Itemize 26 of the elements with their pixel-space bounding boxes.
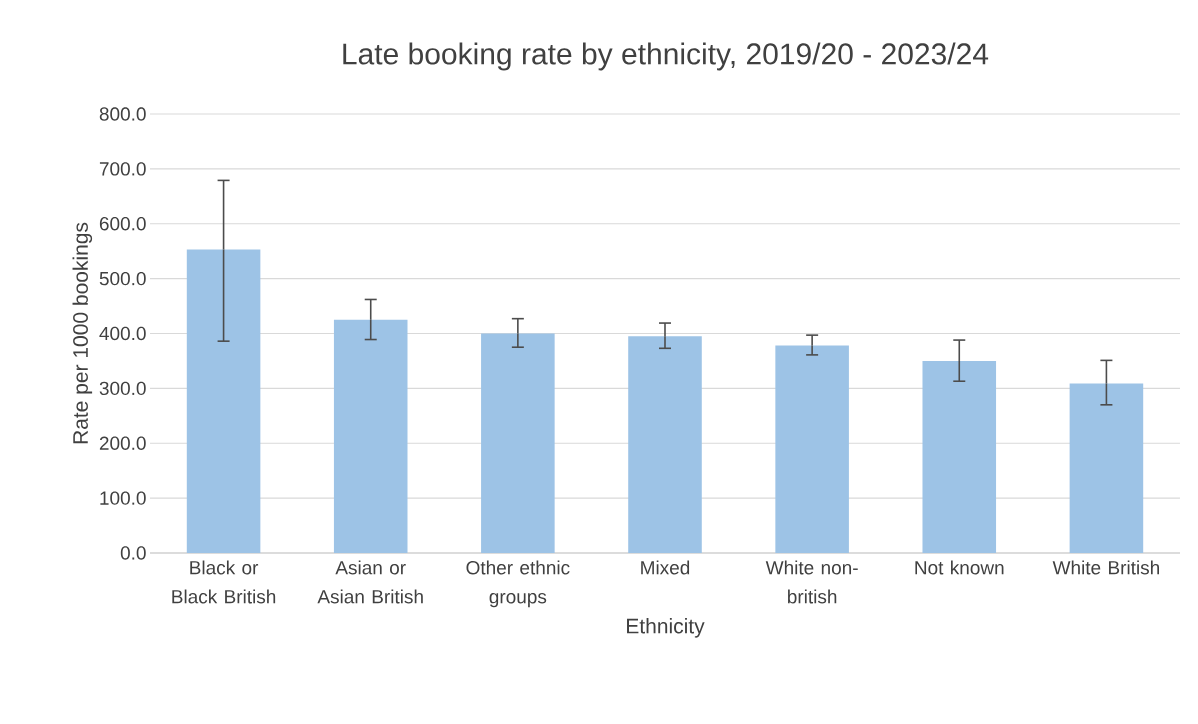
bar bbox=[481, 333, 555, 553]
y-tick-label: 700.0 bbox=[99, 162, 146, 176]
bar bbox=[186, 249, 261, 553]
x-axis-title: Ethnicity bbox=[627, 618, 705, 638]
y-tick-label: 300.0 bbox=[99, 381, 146, 396]
bar bbox=[628, 336, 702, 553]
bar bbox=[775, 345, 849, 553]
x-tick-label: Mixed bbox=[641, 560, 690, 575]
x-tick-label: White British bbox=[1052, 560, 1159, 575]
y-tick-label: 200.0 bbox=[99, 436, 146, 450]
y-axis-title: Rate per 1000 bookings bbox=[72, 222, 93, 444]
y-tick-label: 800.0 bbox=[99, 107, 146, 121]
y-tick-label: 600.0 bbox=[99, 217, 146, 231]
chart-title: Late booking rate by ethnicity, 2019/20 - 2023/24 bbox=[343, 42, 989, 71]
x-tick-label: White non-british bbox=[765, 560, 858, 604]
x-tick-label: Not known bbox=[915, 560, 1004, 575]
x-tick-label: Black or Black British bbox=[172, 560, 276, 604]
bar bbox=[333, 319, 408, 553]
bar bbox=[1069, 383, 1144, 553]
x-tick-label: Other ethnic groups bbox=[466, 560, 570, 608]
y-tick-label: 400.0 bbox=[99, 326, 146, 341]
bar bbox=[922, 360, 997, 553]
y-tick-label: 500.0 bbox=[99, 271, 146, 286]
y-tick-label: 100.0 bbox=[100, 491, 146, 505]
x-tick-label: Asian or Asian British bbox=[317, 560, 423, 604]
y-tick-label: 0.0 bbox=[120, 546, 146, 560]
